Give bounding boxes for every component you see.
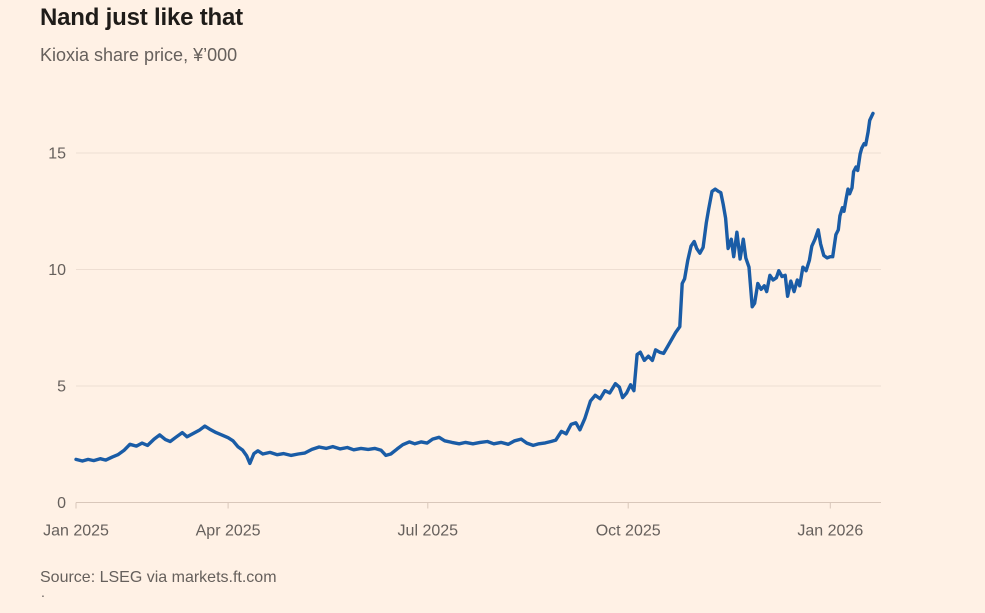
y-tick-label: 5 (57, 379, 66, 396)
chart-subtitle: Kioxia share price, ¥’000 (40, 45, 238, 65)
y-tick-label: 0 (57, 495, 66, 512)
source-note: Source: LSEG via markets.ft.com (40, 569, 277, 586)
y-tick-label: 10 (48, 262, 66, 279)
x-tick-label: Oct 2025 (596, 523, 661, 540)
x-tick-label: Apr 2025 (196, 523, 261, 540)
stray-mark: . (41, 584, 45, 600)
x-tick-label: Jul 2025 (398, 523, 459, 540)
x-tick-label: Jan 2026 (797, 523, 863, 540)
y-tick-label: 15 (48, 146, 66, 163)
page-title: Nand just like that (40, 4, 243, 31)
x-tick-label: Jan 2025 (43, 523, 109, 540)
price-line (74, 111, 875, 466)
